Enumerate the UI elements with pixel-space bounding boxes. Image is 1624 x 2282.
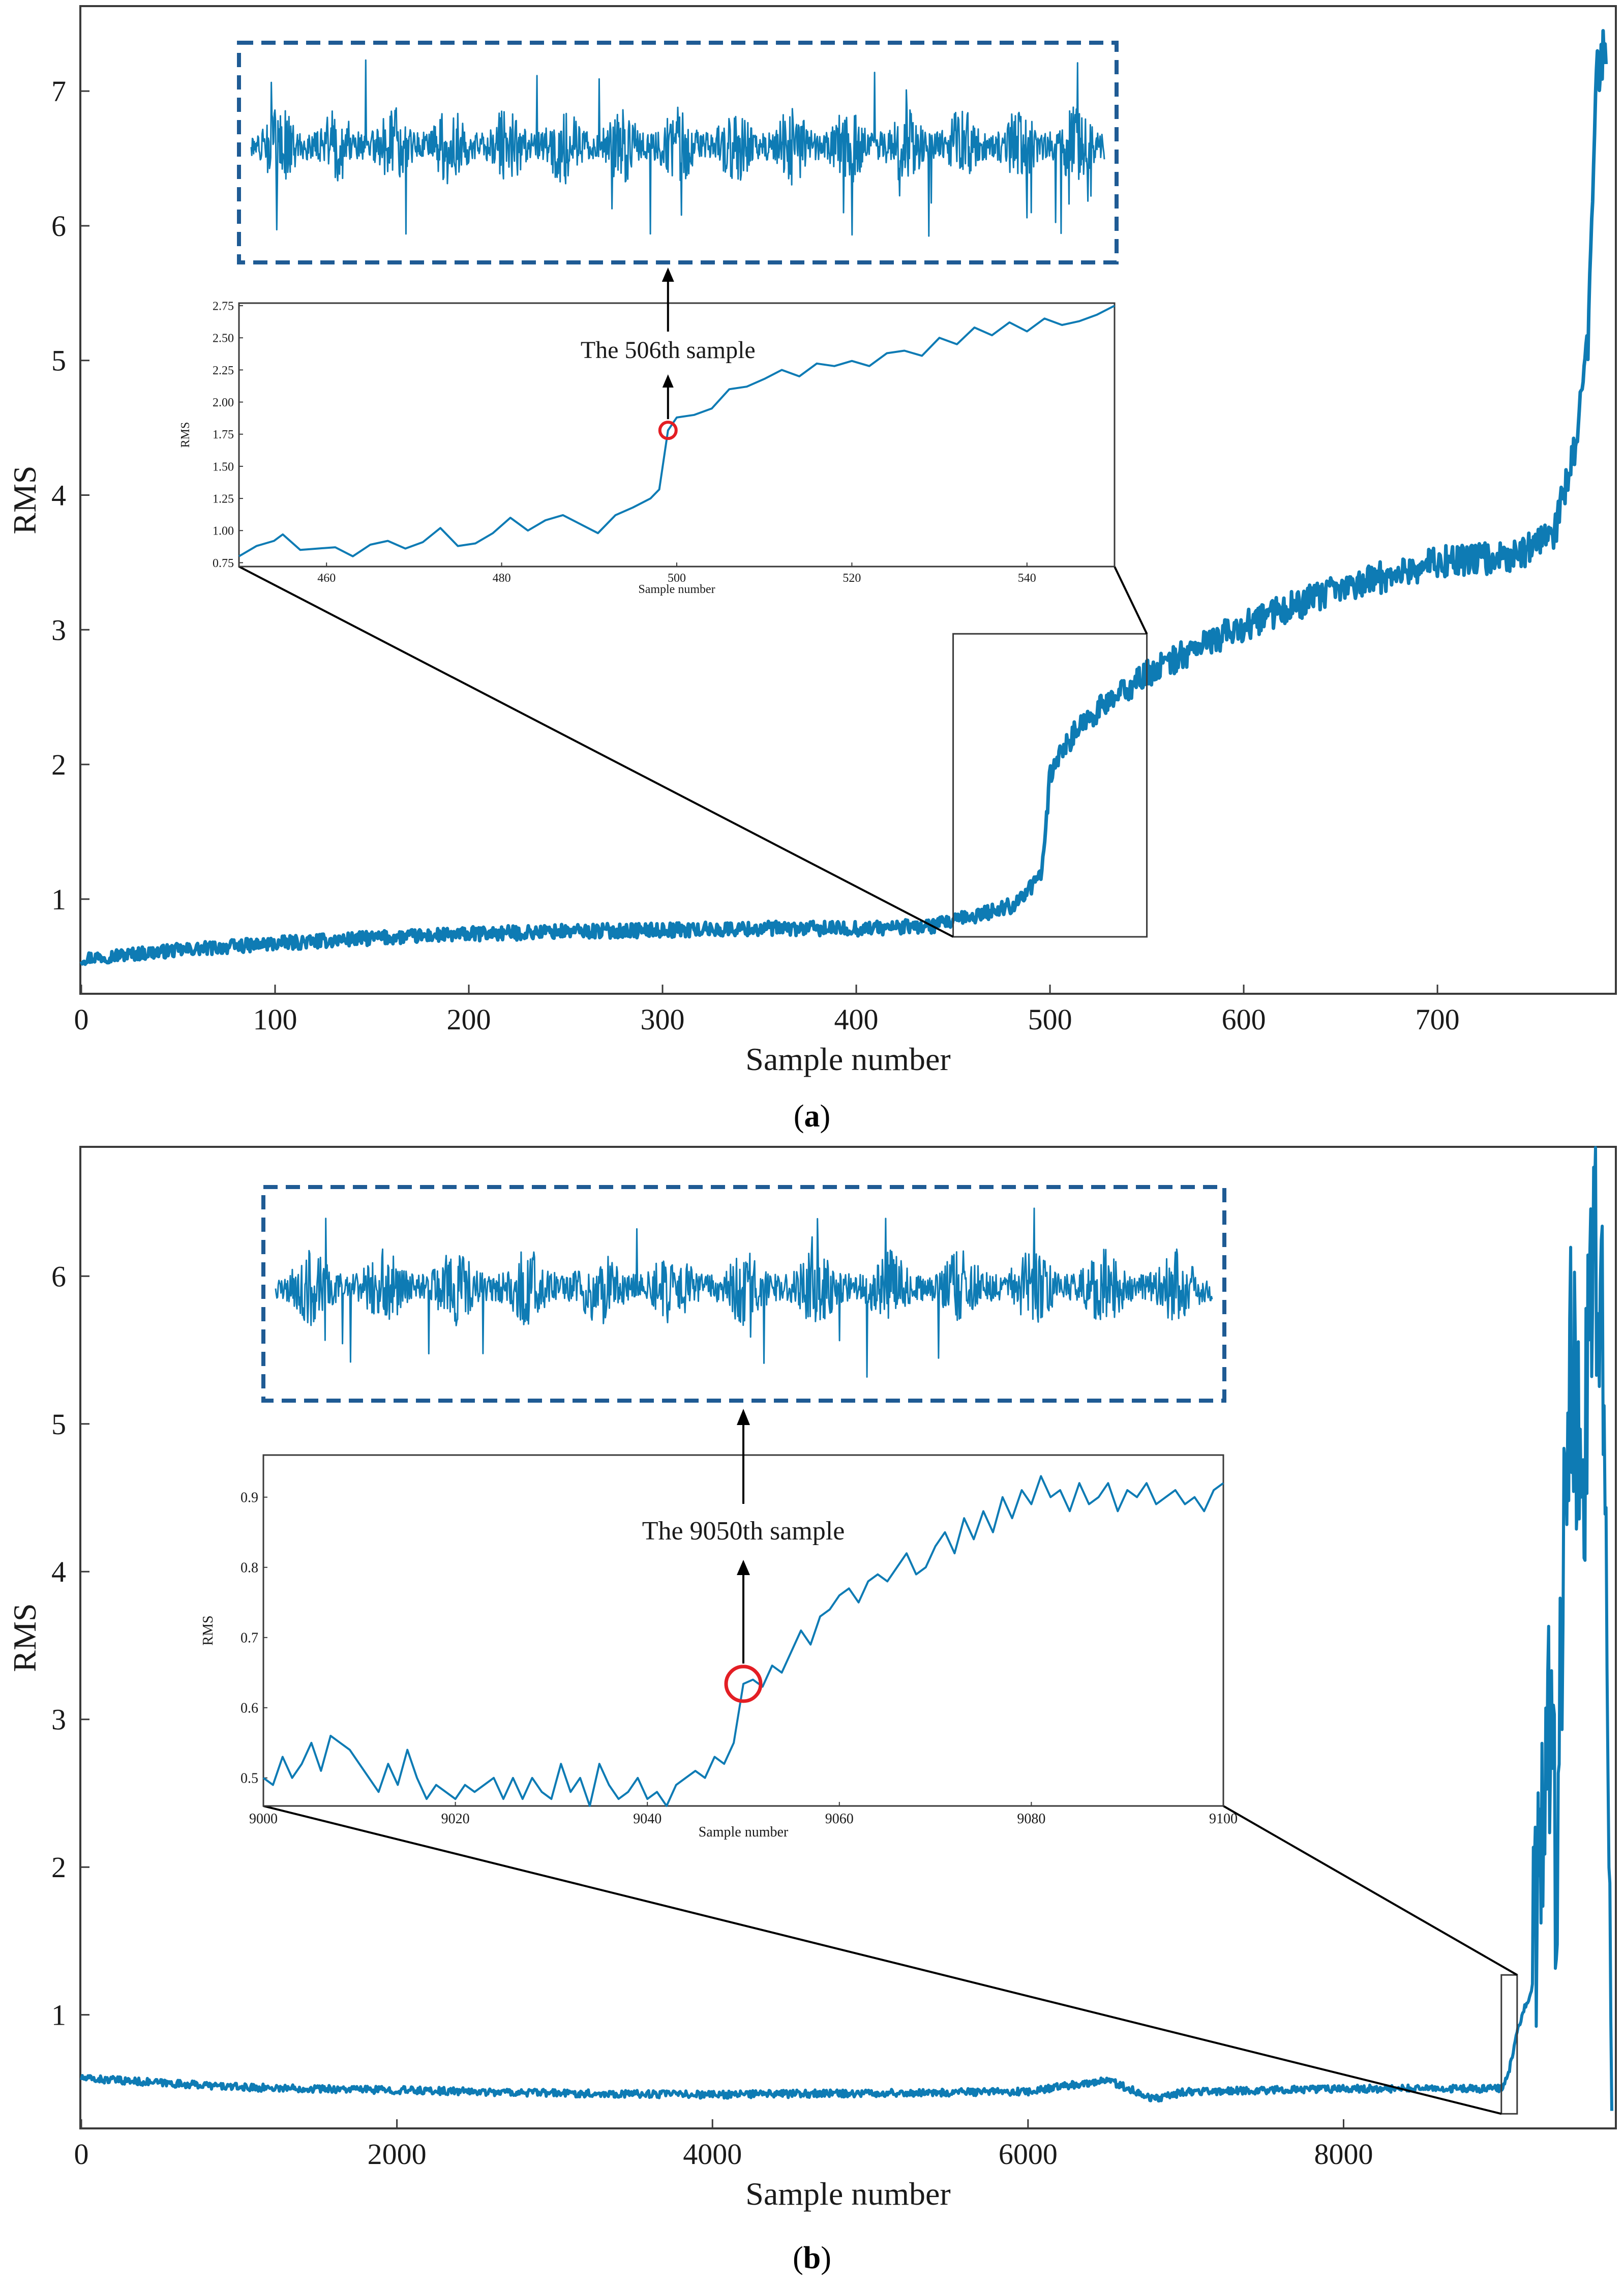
- inset-x-tick-label: 9040: [633, 1811, 661, 1827]
- inset-y-tick-label: 2.75: [213, 300, 234, 313]
- main-axes-frame: [79, 1146, 1617, 2129]
- x-tick-label: 400: [834, 1003, 879, 1036]
- caption-letter: a: [804, 1099, 820, 1134]
- y-axis-label: RMS: [7, 1603, 43, 1672]
- panel-a: 0 100 200 300 400 500 600 700 1 2 3 4 5 6 7 Sample numb…: [7, 5, 1617, 1134]
- caption-close-paren: ): [821, 2241, 831, 2275]
- annotation-arrow-head: [737, 1560, 750, 1575]
- inset-x-axis-label: Sample number: [699, 1824, 789, 1840]
- x-tick-label: 6000: [999, 2138, 1058, 2171]
- x-tick-label: 100: [253, 1003, 297, 1036]
- inset-y-tick-label: 1.25: [213, 492, 234, 506]
- inset-y-tick-label: 0.6: [240, 1701, 258, 1716]
- inset-y-tick-label: 0.5: [240, 1771, 258, 1787]
- zoom-connector-line: [1223, 1805, 1518, 1976]
- inset-y-tick-label: 1.00: [213, 525, 234, 538]
- x-tick-label: 8000: [1314, 2138, 1373, 2171]
- y-tick-label: 4: [51, 1555, 66, 1588]
- inset-y-tick-label: 1.75: [213, 428, 234, 441]
- inset-series-line: [262, 1475, 1224, 1807]
- x-tick-label: 600: [1222, 1003, 1266, 1036]
- x-axis-label: Sample number: [745, 1041, 950, 1077]
- change-point-annotation: The 9050th sample: [642, 1517, 845, 1546]
- inset-y-tick-label: 0.7: [240, 1631, 258, 1646]
- zoom-connector-line: [263, 1805, 1502, 2115]
- raw-vibration-signal: [275, 1207, 1213, 1378]
- inset-x-tick-label: 9080: [1017, 1811, 1045, 1827]
- rms-series-line: [80, 1146, 1613, 2111]
- y-tick-label: 3: [51, 613, 66, 646]
- y-tick-label: 4: [51, 479, 66, 512]
- inset-y-tick-label: 0.8: [240, 1560, 258, 1576]
- inset-y-axis-label: RMS: [200, 1615, 216, 1645]
- y-tick-label: 2: [51, 1851, 66, 1884]
- x-tick-label: 300: [641, 1003, 685, 1036]
- x-tick-label: 200: [447, 1003, 491, 1036]
- inset-x-tick-label: 9020: [441, 1811, 470, 1827]
- inset-x-axis-label: Sample number: [638, 583, 715, 596]
- panel-caption: (b): [793, 2241, 831, 2275]
- rms-series-line: [79, 29, 1608, 966]
- y-tick-label: 7: [51, 75, 66, 108]
- x-tick-label: 4000: [683, 2138, 742, 2171]
- y-tick-label: 5: [51, 1408, 66, 1441]
- x-tick-label: 0: [74, 2138, 89, 2171]
- inset-x-tick-label: 500: [668, 572, 686, 585]
- inset-x-tick-label: 9100: [1209, 1811, 1238, 1827]
- zoom-region-box: [952, 633, 1148, 938]
- inset-x-tick-label: 540: [1018, 572, 1036, 585]
- panel-b: 0 2000 4000 6000 8000 1 2 3 4 5 6 Sample number RMS 9…: [7, 1146, 1617, 2275]
- zoom-region-box: [1500, 1974, 1518, 2115]
- inset-x-tick-label: 9060: [825, 1811, 854, 1827]
- raw-signal-dashed-box: [237, 41, 1119, 264]
- raw-vibration-signal: [250, 59, 1105, 237]
- inset-x-tick-label: 9000: [249, 1811, 278, 1827]
- zoom-connector-line: [1114, 566, 1148, 635]
- inset-y-tick-label: 0.75: [213, 557, 234, 570]
- caption-letter: b: [803, 2241, 821, 2275]
- panel-caption: (a): [794, 1099, 830, 1134]
- y-tick-label: 1: [51, 883, 66, 916]
- inset-series-line: [238, 305, 1115, 557]
- x-tick-label: 700: [1416, 1003, 1460, 1036]
- x-tick-label: 500: [1028, 1003, 1072, 1036]
- zoom-connector-line: [238, 566, 954, 938]
- x-tick-label: 0: [74, 1003, 89, 1036]
- caption-open-paren: (: [794, 1099, 804, 1134]
- inset-y-tick-label: 1.50: [213, 460, 234, 473]
- inset-y-axis-label: RMS: [179, 422, 192, 448]
- y-tick-label: 6: [51, 1260, 66, 1293]
- change-point-annotation: The 506th sample: [581, 337, 756, 364]
- inset-y-tick-label: 2.25: [213, 364, 234, 377]
- y-axis-label: RMS: [7, 465, 43, 534]
- signal-arrow-head: [661, 268, 674, 282]
- y-tick-label: 1: [51, 1999, 66, 2032]
- inset-x-tick-label: 460: [317, 572, 336, 585]
- change-point-marker: [658, 421, 678, 440]
- x-tick-label: 2000: [368, 2138, 427, 2171]
- caption-close-paren: ): [820, 1099, 831, 1134]
- inset-x-tick-label: 480: [493, 572, 511, 585]
- x-axis-label: Sample number: [745, 2176, 950, 2212]
- annotation-arrow-head: [662, 374, 674, 388]
- signal-arrow-head: [737, 1409, 750, 1425]
- inset-y-tick-label: 2.50: [213, 332, 234, 345]
- main-axes-frame: [79, 5, 1617, 995]
- change-point-marker: [724, 1665, 763, 1703]
- inset-y-tick-label: 2.00: [213, 396, 234, 409]
- raw-signal-dashed-box: [261, 1185, 1226, 1403]
- y-tick-label: 6: [51, 210, 66, 243]
- inset-y-tick-label: 0.9: [240, 1490, 258, 1506]
- y-tick-label: 5: [51, 344, 66, 377]
- y-tick-label: 2: [51, 748, 66, 781]
- caption-open-paren: (: [793, 2241, 803, 2275]
- y-tick-label: 3: [51, 1703, 66, 1736]
- inset-x-tick-label: 520: [843, 572, 861, 585]
